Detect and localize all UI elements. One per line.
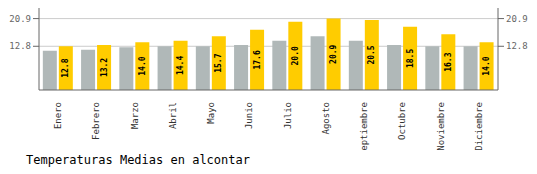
- svg-text:Marzo: Marzo: [130, 102, 140, 129]
- svg-text:14.4: 14.4: [176, 56, 185, 75]
- svg-text:20.9: 20.9: [506, 14, 528, 24]
- svg-text:Febrero: Febrero: [91, 102, 101, 140]
- svg-text:Agosto: Agosto: [321, 102, 331, 135]
- svg-text:14.0: 14.0: [482, 56, 491, 75]
- svg-text:12.8: 12.8: [61, 58, 70, 77]
- svg-text:12.8: 12.8: [506, 41, 528, 51]
- svg-text:20.5: 20.5: [367, 45, 376, 64]
- svg-text:20.0: 20.0: [291, 46, 300, 65]
- svg-text:20.9: 20.9: [9, 14, 31, 24]
- svg-text:14.0: 14.0: [138, 56, 147, 75]
- svg-text:Noviembre: Noviembre: [436, 102, 446, 150]
- svg-text:Abril: Abril: [168, 102, 178, 129]
- html-text:Temperaturas Medias en alconta: Temperaturas Medias en alcontar: [26, 153, 250, 167]
- svg-text:13.2: 13.2: [100, 58, 109, 77]
- svg-text:Junio: Junio: [244, 102, 254, 129]
- svg-text:15.7: 15.7: [214, 53, 223, 72]
- svg-text:20.9: 20.9: [329, 44, 338, 63]
- svg-text:Diciembre: Diciembre: [474, 102, 484, 150]
- svg-text:Julio: Julio: [283, 102, 293, 129]
- svg-text:Enero: Enero: [53, 102, 63, 129]
- svg-text:Septiembre: Septiembre: [359, 102, 369, 150]
- svg-text:16.3: 16.3: [444, 52, 453, 71]
- svg-text:17.6: 17.6: [253, 50, 262, 69]
- svg-text:Octubre: Octubre: [397, 102, 407, 140]
- svg-text:18.5: 18.5: [406, 49, 415, 68]
- svg-text:Mayo: Mayo: [206, 102, 216, 124]
- svg-text:12.8: 12.8: [9, 41, 31, 51]
